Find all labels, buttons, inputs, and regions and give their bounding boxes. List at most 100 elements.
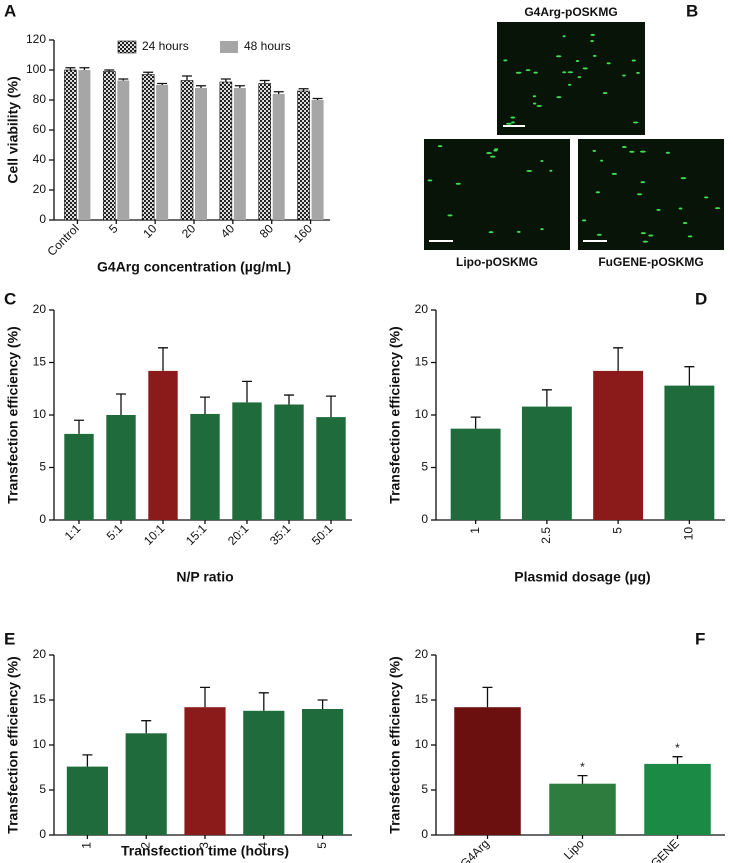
error-bar [312, 97, 323, 100]
cell [455, 182, 461, 185]
y-tick-label: 80 [33, 92, 47, 106]
image-label: FuGENE-pOSKMG [598, 255, 703, 269]
cell [621, 145, 627, 148]
error-bar [200, 686, 210, 708]
x-tick-label: 4 [256, 842, 270, 849]
y-tick-label: 120 [26, 32, 46, 46]
bar [156, 85, 169, 220]
micrograph [578, 139, 724, 250]
x-tick-label: 5 [106, 221, 121, 236]
significance-marker: * [580, 760, 585, 774]
cell [562, 71, 567, 74]
error-bar [258, 692, 269, 711]
panel-letter: A [4, 1, 16, 20]
x-tick-label: 10 [682, 527, 696, 541]
x-tick-label: 160 [291, 221, 315, 245]
bar [297, 90, 310, 221]
cell [642, 240, 649, 243]
legend-swatch [117, 40, 137, 54]
error-bar [157, 82, 168, 85]
y-tick-label: 5 [39, 782, 46, 796]
y-axis-label: Cell viability (%) [5, 76, 21, 183]
x-tick-label: 5:1 [104, 521, 126, 543]
bar [64, 69, 77, 221]
cell [532, 102, 537, 105]
cell [490, 155, 496, 158]
cell [656, 208, 661, 211]
cell [622, 74, 626, 77]
cell [493, 149, 498, 152]
y-tick-label: 5 [39, 460, 46, 474]
error-bar [118, 78, 129, 81]
bar [66, 766, 108, 835]
cell [540, 228, 544, 231]
x-tick-label: 20 [179, 221, 199, 241]
error-bar [220, 78, 231, 82]
bar [78, 70, 91, 220]
x-tick-label: 3 [197, 842, 211, 849]
cell [532, 95, 537, 98]
x-axis-label: G4Arg concentration (µg/mL) [97, 259, 291, 275]
cell [606, 62, 611, 65]
cell [632, 121, 639, 124]
x-tick-label: Lipo [561, 836, 587, 862]
cell [447, 214, 453, 217]
y-tick-label: 10 [415, 407, 429, 421]
bar [454, 707, 521, 835]
cell [590, 33, 595, 36]
micrograph [497, 22, 645, 135]
x-tick-label: 1 [468, 527, 482, 534]
y-axis-label: Transfection efficiency (%) [5, 326, 21, 503]
cell [648, 234, 654, 237]
bar [243, 710, 285, 835]
bar [195, 88, 207, 220]
bar [274, 404, 304, 520]
cell [503, 59, 508, 62]
y-tick-label: 10 [33, 737, 47, 751]
cell [714, 207, 721, 210]
error-bar [116, 393, 126, 415]
y-tick-label: 0 [421, 512, 428, 526]
y-tick-label: 0 [421, 827, 428, 841]
error-bar [284, 394, 294, 405]
significance-marker: * [675, 741, 680, 755]
cell [629, 150, 635, 153]
cell [567, 71, 574, 74]
micrograph [424, 139, 570, 250]
x-tick-label: 50:1 [309, 521, 336, 548]
cell [640, 181, 646, 184]
y-tick-label: 15 [33, 692, 47, 706]
y-tick-label: 0 [39, 827, 46, 841]
error-bar [684, 366, 695, 386]
cell [582, 67, 588, 70]
x-axis-label: Plasmid dosage (µg) [514, 569, 650, 585]
cell [636, 193, 643, 196]
bar [258, 83, 272, 221]
cell [526, 169, 533, 172]
bar [232, 402, 262, 520]
panel-letter: F [695, 629, 705, 648]
error-bar [577, 774, 588, 784]
panel-letter: E [4, 629, 15, 648]
bar [125, 733, 167, 835]
error-bar [672, 756, 683, 764]
legend-label: 48 hours [244, 39, 291, 53]
y-tick-label: 100 [26, 62, 46, 76]
cell [687, 235, 693, 238]
y-tick-label: 20 [415, 302, 429, 316]
y-tick-label: 20 [33, 302, 47, 316]
bar [106, 415, 136, 520]
cell [678, 207, 683, 210]
bar [521, 406, 572, 520]
cell [596, 233, 602, 236]
cell [592, 149, 597, 152]
cell [704, 196, 709, 199]
x-tick-label: 35:1 [267, 521, 294, 548]
y-tick-label: 5 [421, 782, 428, 796]
error-bar [482, 686, 493, 708]
bar [311, 100, 324, 220]
bar [190, 413, 220, 520]
y-tick-label: 15 [33, 355, 47, 369]
panel-letter: B [686, 1, 698, 20]
bar [272, 94, 285, 220]
